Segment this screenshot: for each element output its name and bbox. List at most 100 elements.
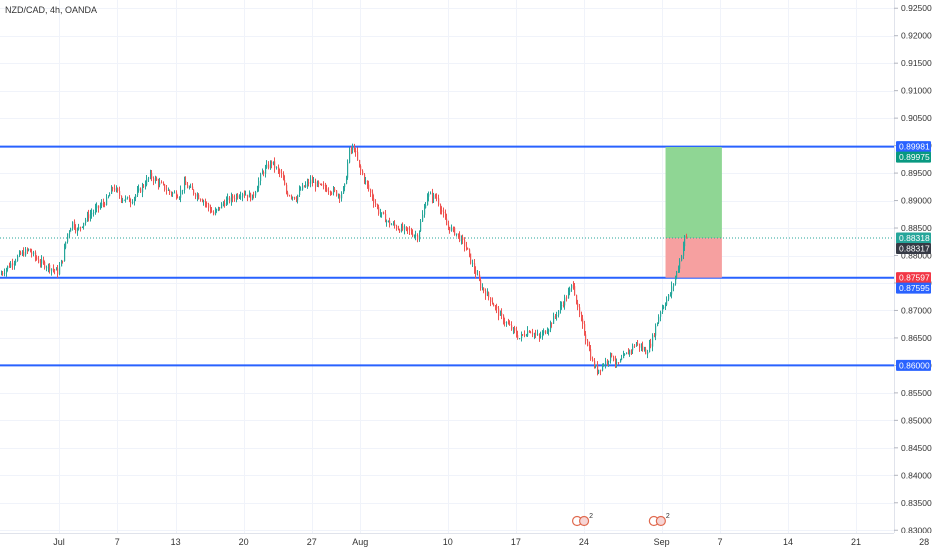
candle-body	[422, 214, 424, 222]
candle	[325, 182, 327, 192]
candle	[305, 181, 307, 188]
candle	[535, 329, 537, 339]
candle-body	[12, 263, 14, 266]
candle	[381, 212, 383, 218]
price-tick-label: 0.83000	[901, 525, 932, 535]
candle-body	[200, 199, 202, 201]
candle-body	[83, 222, 85, 227]
candle-body	[325, 185, 327, 189]
candle	[213, 210, 215, 216]
stop-loss-zone[interactable]	[665, 238, 722, 278]
candle	[208, 202, 210, 212]
candle-body	[130, 201, 132, 204]
time-axis[interactable]	[0, 533, 932, 550]
candle-body	[372, 192, 374, 199]
candle-body	[435, 194, 437, 198]
candle	[469, 248, 471, 258]
candle-body	[553, 315, 555, 324]
candle-body	[310, 179, 312, 184]
candle-body	[82, 226, 84, 228]
candle-body	[500, 312, 502, 316]
candle-body	[577, 303, 579, 308]
candle	[304, 185, 306, 188]
candle	[153, 176, 155, 186]
candle-body	[542, 332, 544, 337]
candle	[53, 264, 55, 273]
candle-body	[386, 220, 388, 223]
candle	[566, 295, 568, 302]
candle	[555, 314, 557, 319]
event-marker[interactable]: 2	[571, 513, 594, 527]
candle-body	[90, 214, 92, 219]
candle	[255, 190, 257, 198]
candle-body	[49, 264, 51, 271]
price-badge: 0.89981	[896, 141, 931, 153]
candle	[581, 311, 583, 322]
candle	[386, 219, 388, 227]
candle	[271, 160, 273, 169]
candle-body	[215, 210, 217, 215]
candle-body	[98, 205, 100, 208]
candle	[448, 220, 450, 231]
candle-body	[632, 345, 634, 351]
candle	[166, 185, 168, 195]
candle-body	[27, 249, 29, 251]
long-position-zones[interactable]	[0, 146, 894, 278]
candle	[229, 195, 231, 204]
candle	[534, 332, 536, 340]
candle	[498, 306, 500, 321]
candle	[564, 294, 566, 310]
candle	[615, 355, 617, 368]
candle	[647, 349, 649, 359]
candle-body	[192, 186, 194, 190]
candle	[516, 326, 518, 338]
price-badge: 0.88317	[896, 243, 931, 255]
candle	[370, 188, 372, 197]
event-marker[interactable]: 2	[648, 513, 670, 527]
candle	[585, 331, 587, 345]
candle-body	[294, 197, 296, 200]
profit-zone[interactable]	[665, 146, 722, 239]
candle	[198, 193, 200, 200]
candle	[19, 250, 21, 258]
candle-body	[357, 151, 359, 161]
candle	[135, 193, 137, 202]
candle	[112, 186, 114, 192]
candle-body	[532, 333, 534, 335]
candle	[1, 270, 3, 276]
candle-body	[172, 192, 174, 195]
candle	[274, 157, 276, 173]
candle-body	[560, 305, 562, 311]
candle	[445, 209, 447, 220]
candle-body	[556, 315, 558, 317]
candle-body	[218, 207, 220, 210]
price-badge-bg	[896, 232, 931, 244]
candle	[82, 226, 84, 229]
candle	[506, 321, 508, 327]
candle	[598, 369, 600, 375]
horizontal-levels[interactable]	[0, 145, 894, 367]
candle-body	[271, 161, 273, 164]
candle	[61, 259, 63, 267]
candle-body	[587, 340, 589, 346]
price-badge-bg	[896, 359, 931, 371]
candle-body	[64, 247, 66, 262]
candle	[649, 339, 651, 353]
candle-body	[279, 169, 281, 174]
candle	[321, 183, 323, 186]
candle	[315, 178, 317, 192]
candle	[385, 210, 387, 223]
candle-body	[668, 294, 670, 300]
candle-body	[681, 255, 683, 261]
candle	[48, 263, 50, 273]
candle-body	[265, 167, 267, 174]
candle-body	[391, 224, 393, 226]
candle	[87, 211, 89, 222]
candle	[354, 143, 356, 153]
candle	[119, 186, 121, 199]
candle-body	[624, 354, 626, 355]
candle-body	[109, 193, 111, 197]
candle-body	[308, 182, 310, 184]
